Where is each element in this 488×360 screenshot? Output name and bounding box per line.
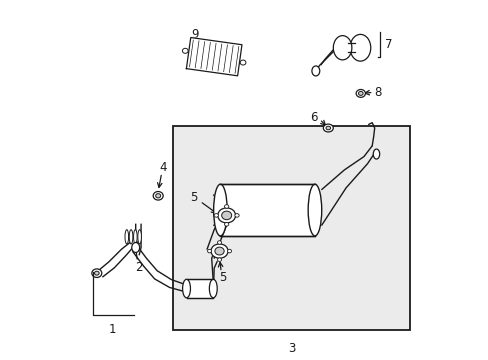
Bar: [186, 279, 213, 298]
Ellipse shape: [210, 244, 227, 258]
Bar: [220, 184, 314, 236]
Ellipse shape: [209, 279, 217, 298]
Ellipse shape: [214, 247, 224, 255]
Text: 8: 8: [374, 86, 381, 99]
Ellipse shape: [182, 279, 190, 298]
Ellipse shape: [138, 230, 141, 244]
Ellipse shape: [311, 66, 319, 76]
Ellipse shape: [94, 271, 99, 275]
Ellipse shape: [182, 48, 188, 53]
Ellipse shape: [349, 35, 370, 61]
Ellipse shape: [234, 213, 239, 217]
Ellipse shape: [358, 91, 363, 95]
Ellipse shape: [213, 184, 227, 236]
Ellipse shape: [214, 213, 218, 217]
Text: 5: 5: [218, 271, 225, 284]
Ellipse shape: [224, 205, 228, 208]
Text: 3: 3: [287, 342, 295, 355]
Ellipse shape: [155, 194, 161, 198]
Ellipse shape: [131, 243, 140, 252]
Polygon shape: [186, 37, 242, 76]
Ellipse shape: [224, 222, 228, 226]
Text: 4: 4: [159, 162, 166, 175]
Ellipse shape: [217, 241, 221, 244]
Ellipse shape: [325, 126, 330, 130]
Ellipse shape: [355, 90, 365, 97]
Ellipse shape: [372, 149, 379, 159]
Ellipse shape: [240, 60, 245, 65]
Ellipse shape: [207, 249, 211, 253]
Text: 2: 2: [135, 261, 142, 274]
Ellipse shape: [217, 258, 221, 261]
Ellipse shape: [92, 269, 102, 278]
Ellipse shape: [125, 230, 128, 244]
Ellipse shape: [133, 230, 137, 244]
Text: 6: 6: [310, 111, 317, 124]
Ellipse shape: [153, 192, 163, 200]
Text: 5: 5: [190, 191, 197, 204]
Ellipse shape: [227, 249, 231, 253]
Ellipse shape: [129, 230, 133, 244]
Ellipse shape: [221, 211, 231, 220]
Text: 9: 9: [191, 28, 199, 41]
Ellipse shape: [323, 124, 333, 132]
Ellipse shape: [333, 36, 351, 60]
Bar: [173, 126, 409, 329]
Text: 1: 1: [108, 323, 116, 336]
Ellipse shape: [217, 208, 235, 223]
Text: 7: 7: [384, 38, 391, 51]
Ellipse shape: [307, 184, 321, 236]
